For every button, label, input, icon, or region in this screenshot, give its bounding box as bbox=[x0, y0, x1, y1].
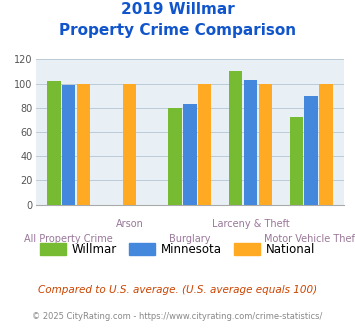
Legend: Willmar, Minnesota, National: Willmar, Minnesota, National bbox=[36, 239, 320, 261]
Bar bbox=[244, 80, 257, 205]
Bar bbox=[77, 83, 90, 205]
Text: Larceny & Theft: Larceny & Theft bbox=[212, 219, 289, 229]
Text: © 2025 CityRating.com - https://www.cityrating.com/crime-statistics/: © 2025 CityRating.com - https://www.city… bbox=[32, 312, 323, 321]
Text: Arson: Arson bbox=[115, 219, 143, 229]
Text: Property Crime Comparison: Property Crime Comparison bbox=[59, 23, 296, 38]
Bar bbox=[198, 83, 212, 205]
Text: Burglary: Burglary bbox=[169, 234, 211, 244]
Bar bbox=[259, 83, 272, 205]
Text: Motor Vehicle Theft: Motor Vehicle Theft bbox=[264, 234, 355, 244]
Text: 2019 Willmar: 2019 Willmar bbox=[121, 2, 234, 16]
Bar bbox=[319, 83, 333, 205]
Bar bbox=[47, 81, 61, 205]
Bar bbox=[290, 117, 303, 205]
Bar bbox=[304, 96, 318, 205]
Bar bbox=[168, 108, 182, 205]
Bar bbox=[123, 83, 136, 205]
Bar bbox=[183, 104, 197, 205]
Text: All Property Crime: All Property Crime bbox=[24, 234, 113, 244]
Bar bbox=[62, 85, 76, 205]
Text: Compared to U.S. average. (U.S. average equals 100): Compared to U.S. average. (U.S. average … bbox=[38, 285, 317, 295]
Bar bbox=[229, 72, 242, 205]
